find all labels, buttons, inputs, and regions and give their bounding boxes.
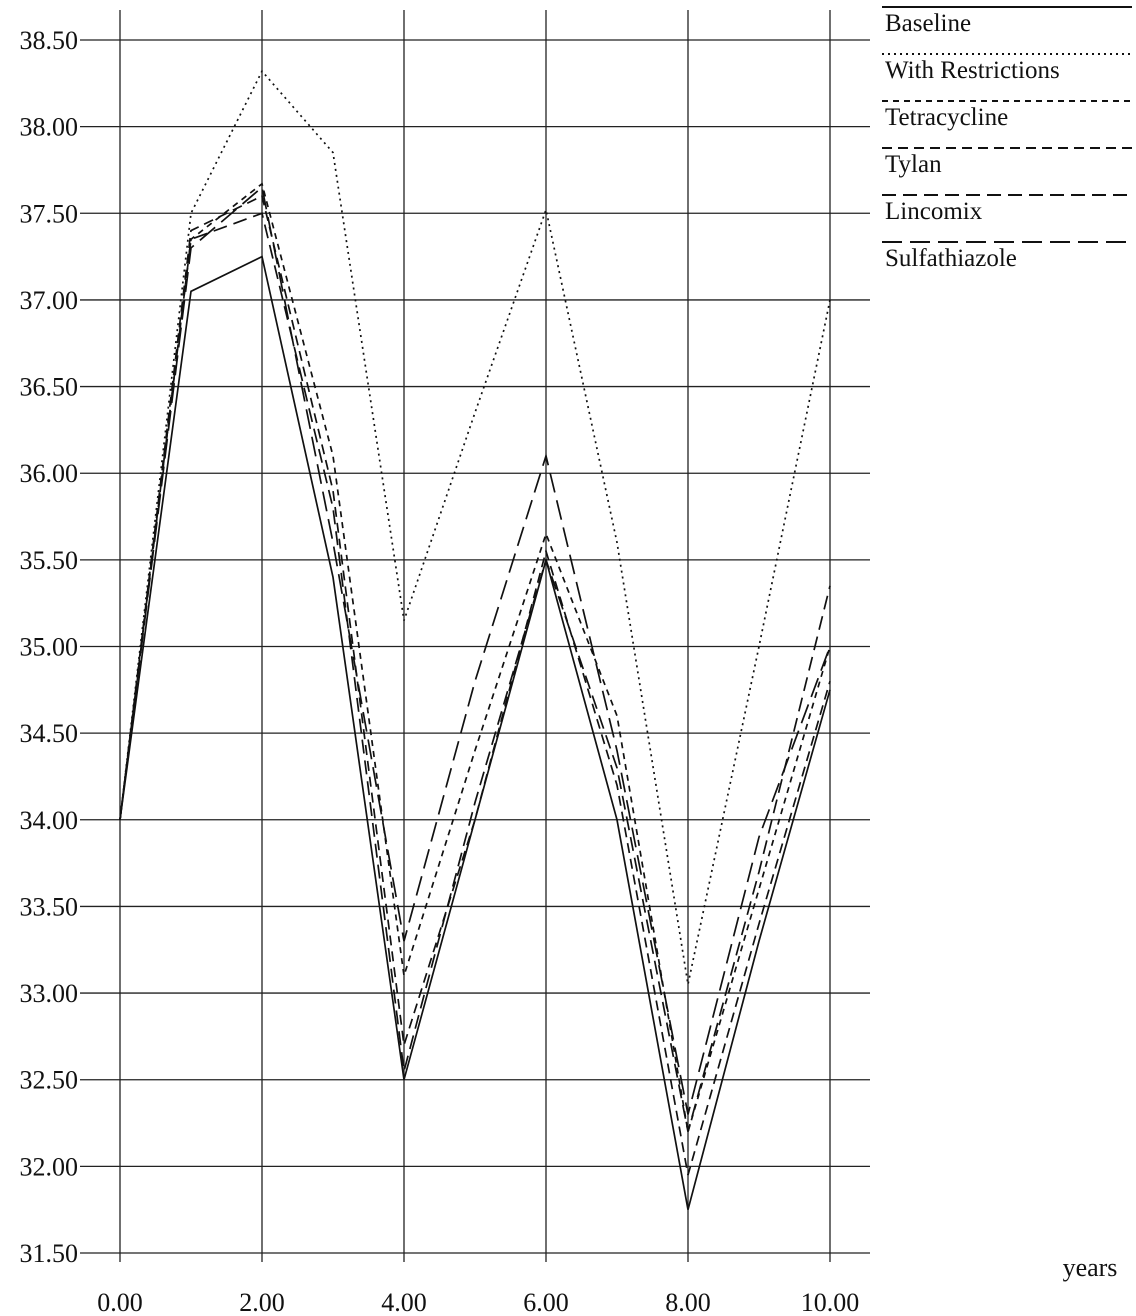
series-line-tylan xyxy=(119,194,831,1176)
y-tick-label: 36.00 xyxy=(20,459,79,488)
y-tick-label: 36.50 xyxy=(20,373,79,402)
y-tick-label: 34.50 xyxy=(20,719,79,748)
series-line-baseline xyxy=(119,255,831,1210)
x-tick-label: 10.00 xyxy=(801,1288,860,1316)
y-tick-label: 37.50 xyxy=(20,199,79,228)
legend-label: Sulfathiazole xyxy=(885,245,1017,272)
x-axis-label: years xyxy=(1063,1253,1118,1282)
x-tick-label: 2.00 xyxy=(239,1288,285,1316)
x-tick-label: 0.00 xyxy=(97,1288,143,1316)
grid xyxy=(80,10,870,1262)
series-lines xyxy=(119,69,831,1210)
x-tick-label: 8.00 xyxy=(665,1288,711,1316)
x-tick-label: 6.00 xyxy=(523,1288,569,1316)
y-tick-label: 35.00 xyxy=(20,633,79,662)
series-line-tetracycline xyxy=(119,182,831,1132)
series-line-lincomix xyxy=(119,212,831,1132)
legend-label: Tylan xyxy=(885,151,942,178)
series-line-with-restrictions xyxy=(119,69,831,985)
x-tick-label: 4.00 xyxy=(381,1288,427,1316)
legend-label: Tetracycline xyxy=(885,104,1008,131)
y-tick-label: 32.00 xyxy=(20,1152,79,1181)
legend: Baseline With Restrictions Tetracycline Tyl… xyxy=(882,6,1132,272)
y-tick-label: 38.00 xyxy=(20,113,79,142)
y-tick-label: 33.00 xyxy=(20,979,79,1008)
legend-label: Lincomix xyxy=(885,198,983,225)
y-tick-label: 37.00 xyxy=(20,286,79,315)
y-tick-label: 33.50 xyxy=(20,892,79,921)
y-tick-label: 38.50 xyxy=(20,26,79,55)
legend-label: With Restrictions xyxy=(885,57,1060,84)
x-tick-labels: 0.00 2.00 4.00 6.00 8.00 10.00 xyxy=(97,1288,859,1316)
y-tick-label: 32.50 xyxy=(20,1066,79,1095)
y-tick-label: 35.50 xyxy=(20,546,79,575)
series-line-sulfathiazole xyxy=(119,185,831,1115)
y-tick-label: 34.00 xyxy=(20,806,79,835)
y-tick-label: 31.50 xyxy=(20,1239,79,1268)
legend-label: Baseline xyxy=(885,10,971,37)
y-tick-labels: 38.50 38.00 37.50 37.00 36.50 36.00 35.50 35.00… xyxy=(20,26,79,1268)
